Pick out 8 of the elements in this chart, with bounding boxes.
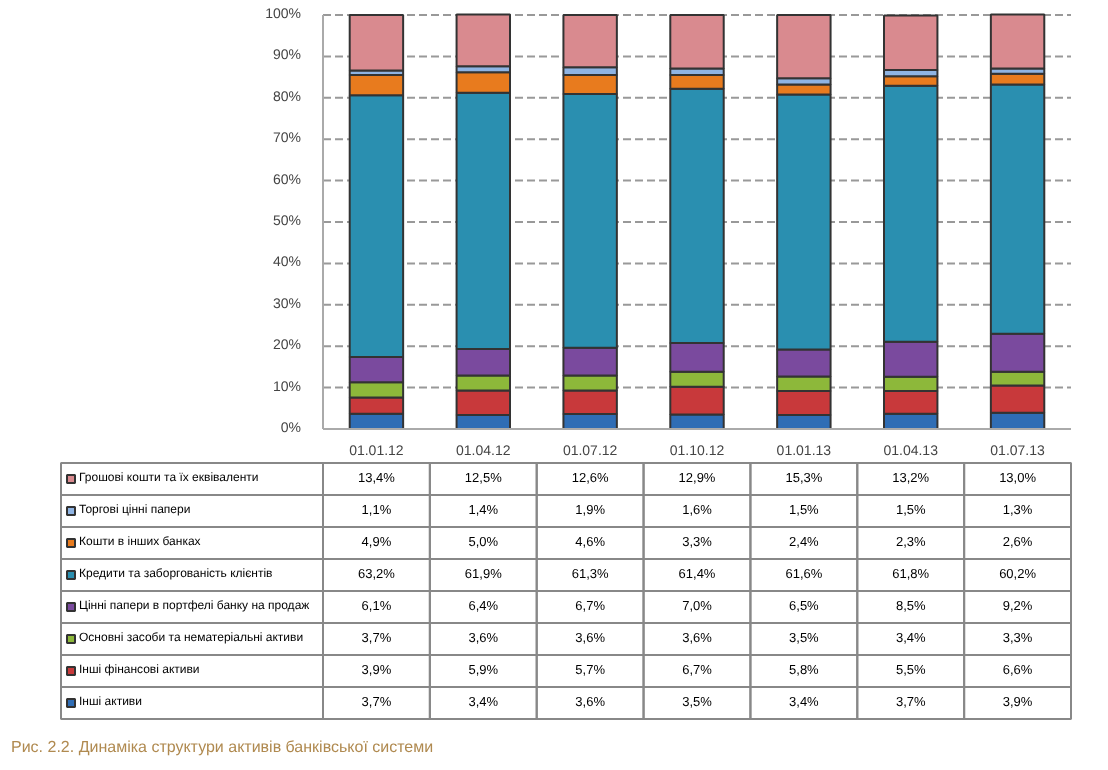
bar: [348, 14, 405, 72]
bar: [562, 14, 618, 69]
text: Рис. 2.2. Динаміка структури активів банківської системи: [11, 738, 434, 756]
bar: [989, 13, 1046, 70]
bar: [669, 14, 725, 70]
bar: [776, 14, 832, 80]
bar: [455, 13, 511, 68]
bar: [883, 14, 939, 72]
